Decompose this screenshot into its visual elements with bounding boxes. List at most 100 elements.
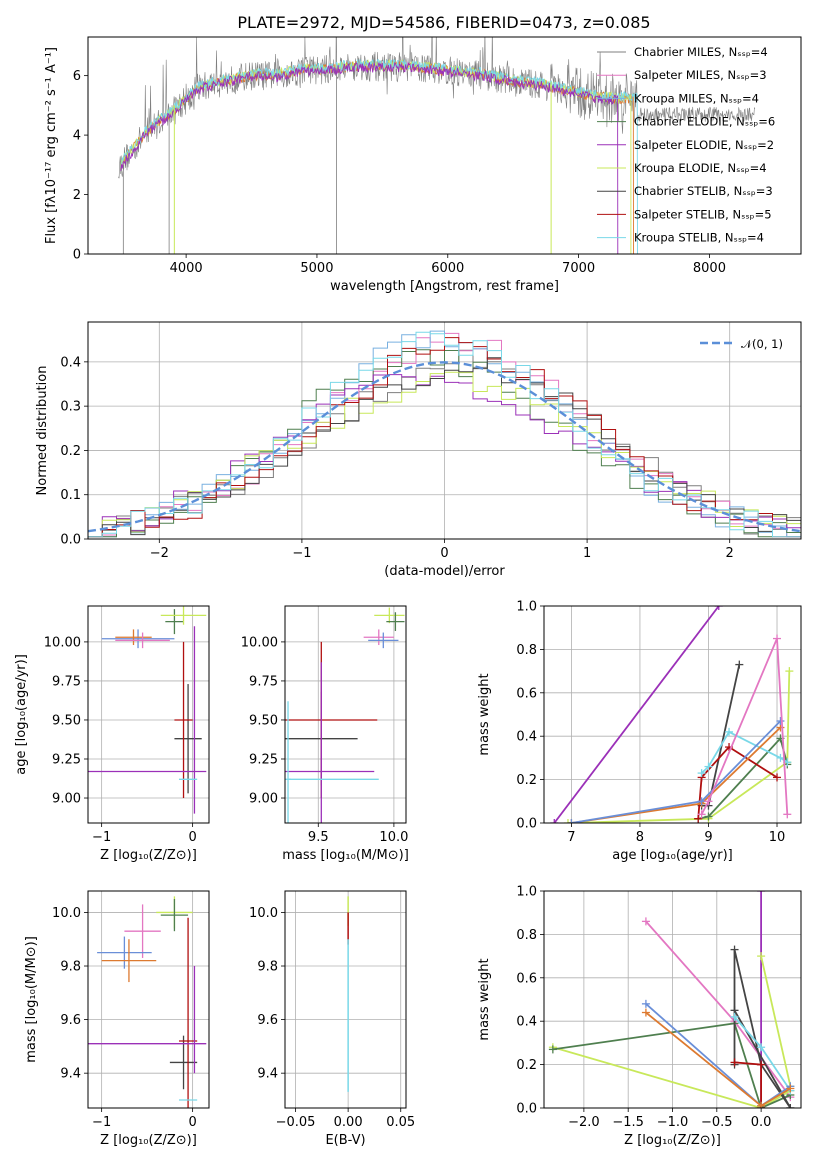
x-tick-label: 0 (188, 830, 196, 845)
y-tick-label: 9.50 (249, 713, 278, 728)
residual-histogram (88, 357, 801, 538)
y-tick-label: 9.25 (52, 752, 81, 767)
axes-frame (87, 321, 802, 540)
y-axis-label: mass [log₁₀(M/M⊙)] (24, 936, 39, 1063)
x-axis-label: (data-model)/error (384, 564, 505, 579)
x-axis-label: age [log₁₀(age/yr)] (612, 848, 733, 863)
normal-distribution-curve (88, 361, 801, 533)
legend-entry: Chabrier MILES, Nₛₛₚ=4 (634, 45, 768, 59)
y-tick-label: 0.2 (60, 444, 81, 459)
y-tick-label: 0.6 (516, 686, 537, 701)
y-tick-label: 9.50 (52, 713, 81, 728)
y-tick-label: 0.4 (516, 730, 537, 745)
mass-weight-line (567, 671, 791, 823)
y-tick-label: 10.00 (241, 635, 278, 650)
y-tick-label: 0.6 (516, 971, 537, 986)
axes-frame (543, 605, 802, 824)
y-tick-label: 10.0 (249, 906, 278, 921)
y-tick-label: 9.4 (60, 1067, 81, 1082)
x-tick-label: −1.5 (612, 1115, 644, 1130)
y-tick-label: 9.75 (249, 674, 278, 689)
y-tick-label: 6 (73, 69, 81, 84)
age-vs-mass-panel: 9.5 10.0 9.00 9.25 9.50 9.75 10.00 mass [log₁₀(… (241, 605, 409, 863)
mass-weight-line (552, 1046, 791, 1108)
x-axis-label: Z [log₁₀(Z/Z⊙)] (100, 848, 197, 863)
mass-weight-line (700, 730, 788, 774)
y-tick-label: 9.75 (52, 674, 81, 689)
y-tick-label: 10.0 (52, 906, 81, 921)
spectrum-panel: 4000 5000 6000 7000 8000 0 2 4 6 wavelength [Angs… (44, 36, 802, 294)
mass-weight-line (733, 1016, 792, 1092)
y-tick-label: 4 (73, 129, 81, 144)
y-tick-label: 0.0 (60, 533, 81, 548)
x-tick-label: 0.00 (334, 1115, 363, 1130)
legend-entry: Chabrier STELIB, Nₛₛₚ=3 (634, 184, 773, 198)
x-tick-label: −2.0 (568, 1115, 600, 1130)
y-axis-label: Normed distribution (35, 366, 50, 496)
y-tick-label: 0.3 (60, 400, 81, 415)
x-tick-label: 0 (188, 1115, 196, 1130)
x-tick-label: −1 (92, 830, 111, 845)
x-tick-label: 0 (440, 546, 448, 561)
x-tick-label: 6000 (431, 261, 464, 276)
mass-weight-vs-age-panel: 7 8 9 10 0.0 0.2 0.4 0.6 0.8 1.0 age [log₁₀(age/yr… (477, 600, 802, 863)
x-tick-label: 2 (726, 546, 734, 561)
y-tick-label: 0.0 (516, 817, 537, 832)
y-tick-label: 9.00 (52, 792, 81, 807)
x-tick-label: 7000 (562, 261, 595, 276)
legend-entry: Kroupa STELIB, Nₛₛₚ=4 (634, 231, 764, 245)
y-tick-label: 9.6 (60, 1013, 81, 1028)
axes-frame (543, 890, 802, 1109)
x-axis-label: wavelength [Angstrom, rest frame] (330, 279, 559, 294)
y-tick-label: 0.8 (516, 928, 537, 943)
x-tick-label: 4000 (170, 261, 203, 276)
x-tick-label: 8 (636, 830, 644, 845)
y-tick-label: 2 (73, 188, 81, 203)
y-tick-label: 1.0 (516, 600, 537, 615)
y-tick-label: 9.00 (249, 792, 278, 807)
x-tick-label: −1.0 (657, 1115, 689, 1130)
x-tick-label: −0.5 (701, 1115, 733, 1130)
y-axis-label: mass weight (477, 958, 492, 1040)
x-tick-label: 9 (704, 830, 712, 845)
y-tick-label: 0.2 (516, 1058, 537, 1073)
x-tick-label: −0.05 (276, 1115, 316, 1130)
x-axis-label: E(B-V) (325, 1133, 365, 1148)
y-tick-label: 0.1 (60, 488, 81, 503)
residual-histogram (88, 349, 801, 538)
x-tick-label: −1 (292, 546, 311, 561)
x-tick-label: 9.5 (308, 830, 329, 845)
y-tick-label: 0.8 (516, 643, 537, 658)
mass-weight-line (700, 638, 789, 815)
y-tick-label: 0.4 (516, 1015, 537, 1030)
mass-weight-line (698, 736, 789, 820)
x-axis-label: Z [log₁₀(Z/Z⊙)] (624, 1133, 721, 1148)
figure-title: PLATE=2972, MJD=54586, FIBERID=0473, z=0… (237, 13, 650, 32)
legend-entry: Kroupa ELODIE, Nₛₛₚ=4 (634, 161, 767, 175)
mass-vs-metallicity-panel: −1 0 9.4 9.6 9.8 10.0 Z [log₁₀(Z/Z⊙)] mass [log… (24, 890, 210, 1148)
legend-entry: Salpeter MILES, Nₛₛₚ=3 (634, 68, 767, 82)
x-tick-label: 10.0 (379, 830, 408, 845)
axes-frame (87, 36, 802, 255)
age-vs-metallicity-panel: −1 0 9.00 9.25 9.50 9.75 10.00 Z [log₁₀(Z/Z⊙)] a… (14, 605, 210, 863)
legend-entry: Salpeter ELODIE, Nₛₛₚ=2 (634, 138, 774, 152)
spectrum-model-line (120, 61, 619, 254)
y-tick-label: 9.8 (60, 960, 81, 975)
y-tick-label: 9.4 (257, 1067, 278, 1082)
y-tick-label: 0.0 (516, 1102, 537, 1117)
x-tick-label: 1 (583, 546, 591, 561)
residual-histogram (88, 332, 801, 538)
x-tick-label: 5000 (300, 261, 333, 276)
y-tick-label: 0.2 (516, 773, 537, 788)
x-tick-label: −2 (150, 546, 169, 561)
y-tick-label: 0.4 (60, 355, 81, 370)
x-tick-label: 0.05 (386, 1115, 415, 1130)
legend-entry: 𝒩(0, 1) (741, 337, 783, 351)
legend-entry: Kroupa MILES, Nₛₛₚ=4 (634, 91, 759, 105)
legend-entry: Chabrier ELODIE, Nₛₛₚ=6 (634, 115, 775, 129)
y-tick-label: 9.6 (257, 1013, 278, 1028)
mass-weight-line (645, 1003, 791, 1107)
legend-entry: Salpeter STELIB, Nₛₛₚ=5 (634, 207, 772, 221)
mass-weight-line (552, 1022, 791, 1108)
